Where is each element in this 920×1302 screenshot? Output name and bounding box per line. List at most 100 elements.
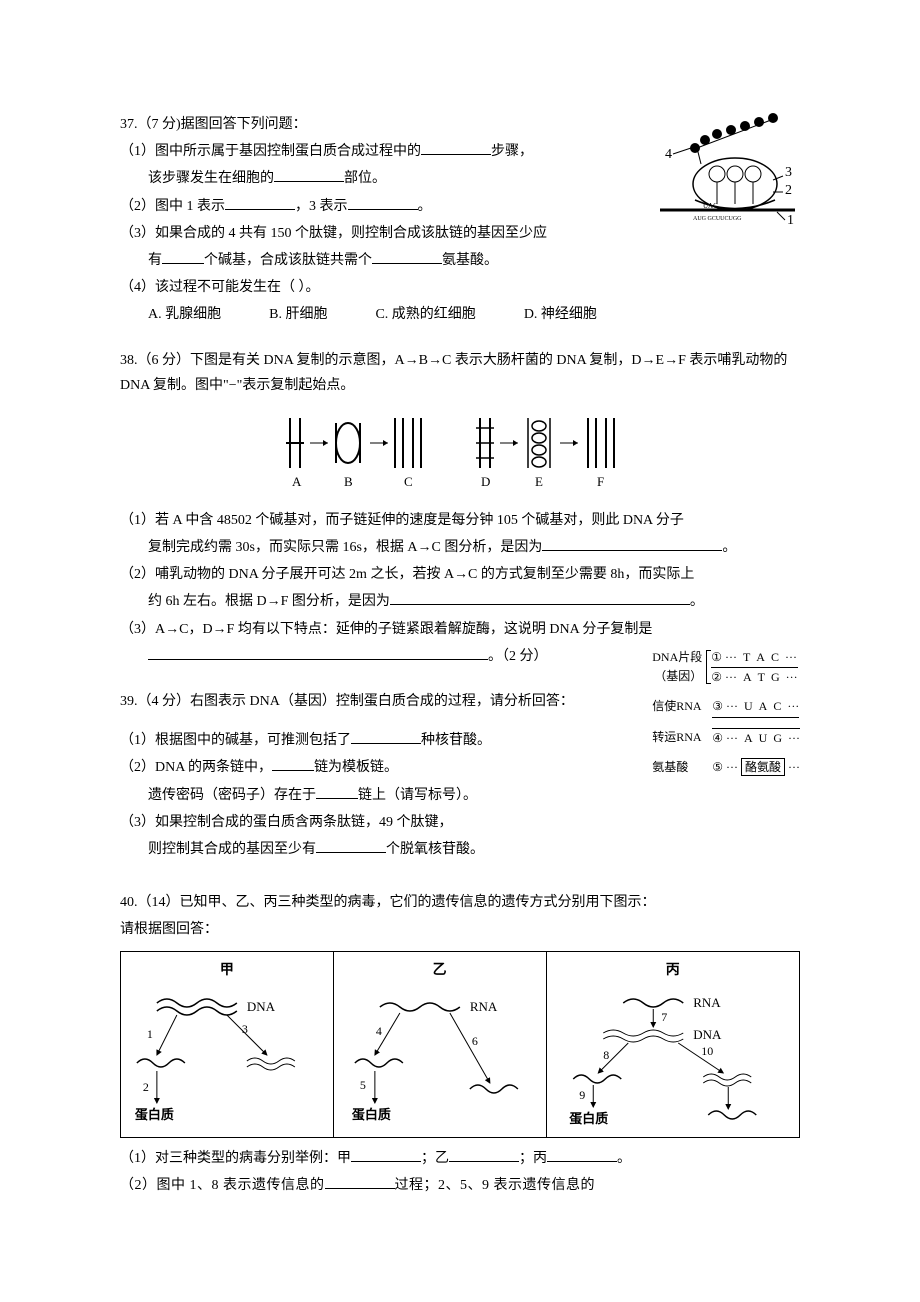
svg-text:UAC: UAC bbox=[703, 202, 718, 210]
q39-aa-label: 氨基酸 bbox=[652, 758, 712, 777]
svg-text:蛋白质: 蛋白质 bbox=[352, 1107, 391, 1122]
question-38: 38.（6 分）下图是有关 DNA 复制的示意图，A→B→C 表示大肠杆菌的 D… bbox=[120, 348, 800, 670]
svg-text:D: D bbox=[481, 474, 490, 489]
q38-figure: A B C bbox=[120, 408, 800, 498]
q37-3a: （2）图中 1 表示 bbox=[120, 199, 225, 214]
q37-5c: 氨基酸。 bbox=[442, 253, 498, 268]
svg-text:C: C bbox=[404, 474, 413, 489]
svg-text:B: B bbox=[344, 474, 353, 489]
q37-fig-label-2: 2 bbox=[785, 183, 792, 198]
blank[interactable] bbox=[390, 590, 690, 605]
q39-1a: （1）根据图中的碱基，可推测包括了 bbox=[120, 733, 351, 748]
svg-text:8: 8 bbox=[603, 1048, 609, 1062]
q40-col1: 甲 bbox=[125, 958, 329, 983]
q40-col2: 乙 bbox=[338, 958, 542, 983]
q39-2d: 链上（请写标号）。 bbox=[358, 788, 477, 803]
q40-col3: 丙 bbox=[551, 958, 796, 983]
svg-text:9: 9 bbox=[579, 1088, 585, 1102]
svg-text:6: 6 bbox=[472, 1034, 478, 1048]
q40-2b: 过程；2、5、9 表示遗传信息的 bbox=[395, 1178, 596, 1193]
svg-text:DNA: DNA bbox=[247, 999, 276, 1014]
svg-text:4: 4 bbox=[376, 1024, 382, 1038]
q39-2c: 遗传密码（密码子）存在于 bbox=[148, 788, 316, 803]
blank[interactable] bbox=[421, 140, 491, 155]
q40-2a: （2）图中 1、8 表示遗传信息的 bbox=[120, 1178, 325, 1193]
q39-3a: （3）如果控制合成的蛋白质含两条肽链，49 个肽键， bbox=[120, 810, 800, 835]
svg-text:RNA: RNA bbox=[693, 995, 721, 1010]
svg-text:蛋白质: 蛋白质 bbox=[135, 1107, 174, 1122]
q38-1b: 复制完成约需 30s，而实际只需 16s，根据 A→C 图分析，是因为 bbox=[148, 540, 542, 555]
q39-trna-label: 转运RNA bbox=[652, 728, 712, 748]
blank[interactable] bbox=[225, 195, 295, 210]
q39-2b: 链为模板链。 bbox=[314, 760, 398, 775]
blank[interactable] bbox=[547, 1147, 617, 1162]
blank[interactable] bbox=[316, 838, 386, 853]
q37-fig-label-3: 3 bbox=[785, 165, 792, 180]
svg-text:F: F bbox=[597, 474, 604, 489]
svg-text:RNA: RNA bbox=[470, 999, 498, 1014]
svg-text:A: A bbox=[292, 474, 302, 489]
q39-gene-label: （基因） bbox=[652, 667, 702, 686]
svg-text:AUG GCUUCUGG: AUG GCUUCUGG bbox=[693, 216, 742, 222]
q37-5a: 有 bbox=[148, 253, 162, 268]
q37-3c: 。 bbox=[418, 199, 432, 214]
q40-1a: （1）对三种类型的病毒分别举例：甲 bbox=[120, 1151, 351, 1166]
blank[interactable] bbox=[316, 784, 358, 799]
q37-5b: 个碱基，合成该肽链共需个 bbox=[204, 253, 372, 268]
svg-text:10: 10 bbox=[701, 1044, 713, 1058]
blank[interactable] bbox=[449, 1147, 519, 1162]
svg-text:1: 1 bbox=[147, 1027, 153, 1041]
q39-1b: 种核苷酸。 bbox=[421, 733, 491, 748]
q39-dna-label: DNA片段 bbox=[652, 648, 702, 667]
q37-1b: 步骤， bbox=[491, 144, 533, 159]
q38-2b: 约 6h 左右。根据 D→F 图分析，是因为 bbox=[148, 594, 390, 609]
blank[interactable] bbox=[372, 249, 442, 264]
svg-text:7: 7 bbox=[661, 1010, 667, 1024]
q40-1c: ；丙 bbox=[519, 1151, 547, 1166]
q37-2a: 该步骤发生在细胞的 bbox=[148, 171, 274, 186]
q40-1d: 。 bbox=[617, 1151, 631, 1166]
q39-mrna-label: 信使RNA bbox=[652, 697, 712, 717]
q40-1b: ；乙 bbox=[421, 1151, 449, 1166]
q40-figure: 甲 DNA 1 3 2 bbox=[120, 951, 800, 1138]
question-40: 40.（14）已知甲、乙、丙三种类型的病毒，它们的遗传信息的遗传方式分别用下图示… bbox=[120, 890, 800, 1198]
svg-text:3: 3 bbox=[242, 1022, 248, 1036]
blank[interactable] bbox=[272, 756, 314, 771]
q38-2c: 。 bbox=[690, 594, 704, 609]
q37-fig-label-4: 4 bbox=[665, 147, 672, 162]
q37-fig-label-1: 1 bbox=[787, 213, 794, 228]
q40-header: 40.（14）已知甲、乙、丙三种类型的病毒，它们的遗传信息的遗传方式分别用下图示… bbox=[120, 890, 800, 915]
q38-1a: （1）若 A 中含 48502 个碱基对，而子链延伸的速度是每分钟 105 个碱… bbox=[120, 508, 800, 533]
q40-header2: 请根据图回答： bbox=[120, 917, 800, 942]
q38-2a: （2）哺乳动物的 DNA 分子展开可达 2m 之长，若按 A→C 的方式复制至少… bbox=[120, 562, 800, 587]
q37-opt-d[interactable]: D. 神经细胞 bbox=[524, 302, 597, 327]
q38-1c: 。 bbox=[722, 540, 736, 555]
blank[interactable] bbox=[162, 249, 204, 264]
svg-text:蛋白质: 蛋白质 bbox=[569, 1111, 608, 1126]
q37-opt-a[interactable]: A. 乳腺细胞 bbox=[148, 302, 221, 327]
blank[interactable] bbox=[542, 536, 722, 551]
blank[interactable] bbox=[348, 195, 418, 210]
svg-text:2: 2 bbox=[143, 1080, 149, 1094]
q37-3b: ，3 表示 bbox=[295, 199, 348, 214]
svg-text:E: E bbox=[535, 474, 543, 489]
q39-3c: 个脱氧核苷酸。 bbox=[386, 842, 484, 857]
q38-header: 38.（6 分）下图是有关 DNA 复制的示意图，A→B→C 表示大肠杆菌的 D… bbox=[120, 348, 800, 398]
blank[interactable] bbox=[274, 167, 344, 182]
blank[interactable] bbox=[148, 645, 488, 660]
q37-6: （4）该过程不可能发生在（ ）。 bbox=[120, 275, 800, 300]
q37-opt-c[interactable]: C. 成熟的红细胞 bbox=[375, 302, 475, 327]
svg-text:5: 5 bbox=[360, 1078, 366, 1092]
q38-3a: （3）A→C，D→F 均有以下特点：延伸的子链紧跟着解旋酶，这说明 DNA 分子… bbox=[120, 617, 800, 642]
blank[interactable] bbox=[351, 729, 421, 744]
q39-2a: （2）DNA 的两条链中， bbox=[120, 760, 272, 775]
q37-1a: （1）图中所示属于基因控制蛋白质合成过程中的 bbox=[120, 144, 421, 159]
q39-tyrosine: 酪氨酸 bbox=[741, 758, 785, 776]
blank[interactable] bbox=[325, 1174, 395, 1189]
blank[interactable] bbox=[351, 1147, 421, 1162]
svg-text:DNA: DNA bbox=[693, 1027, 722, 1042]
q38-3b: 。（2 分） bbox=[488, 649, 548, 664]
q37-figure: 4 3 2 1 UAC AUG GCUUCUGG bbox=[655, 112, 800, 232]
q37-4a: （3）如果合成的 4 共有 150 个肽键，则控制合成该肽链的基因至少应 bbox=[120, 226, 547, 241]
q37-opt-b[interactable]: B. 肝细胞 bbox=[269, 302, 327, 327]
